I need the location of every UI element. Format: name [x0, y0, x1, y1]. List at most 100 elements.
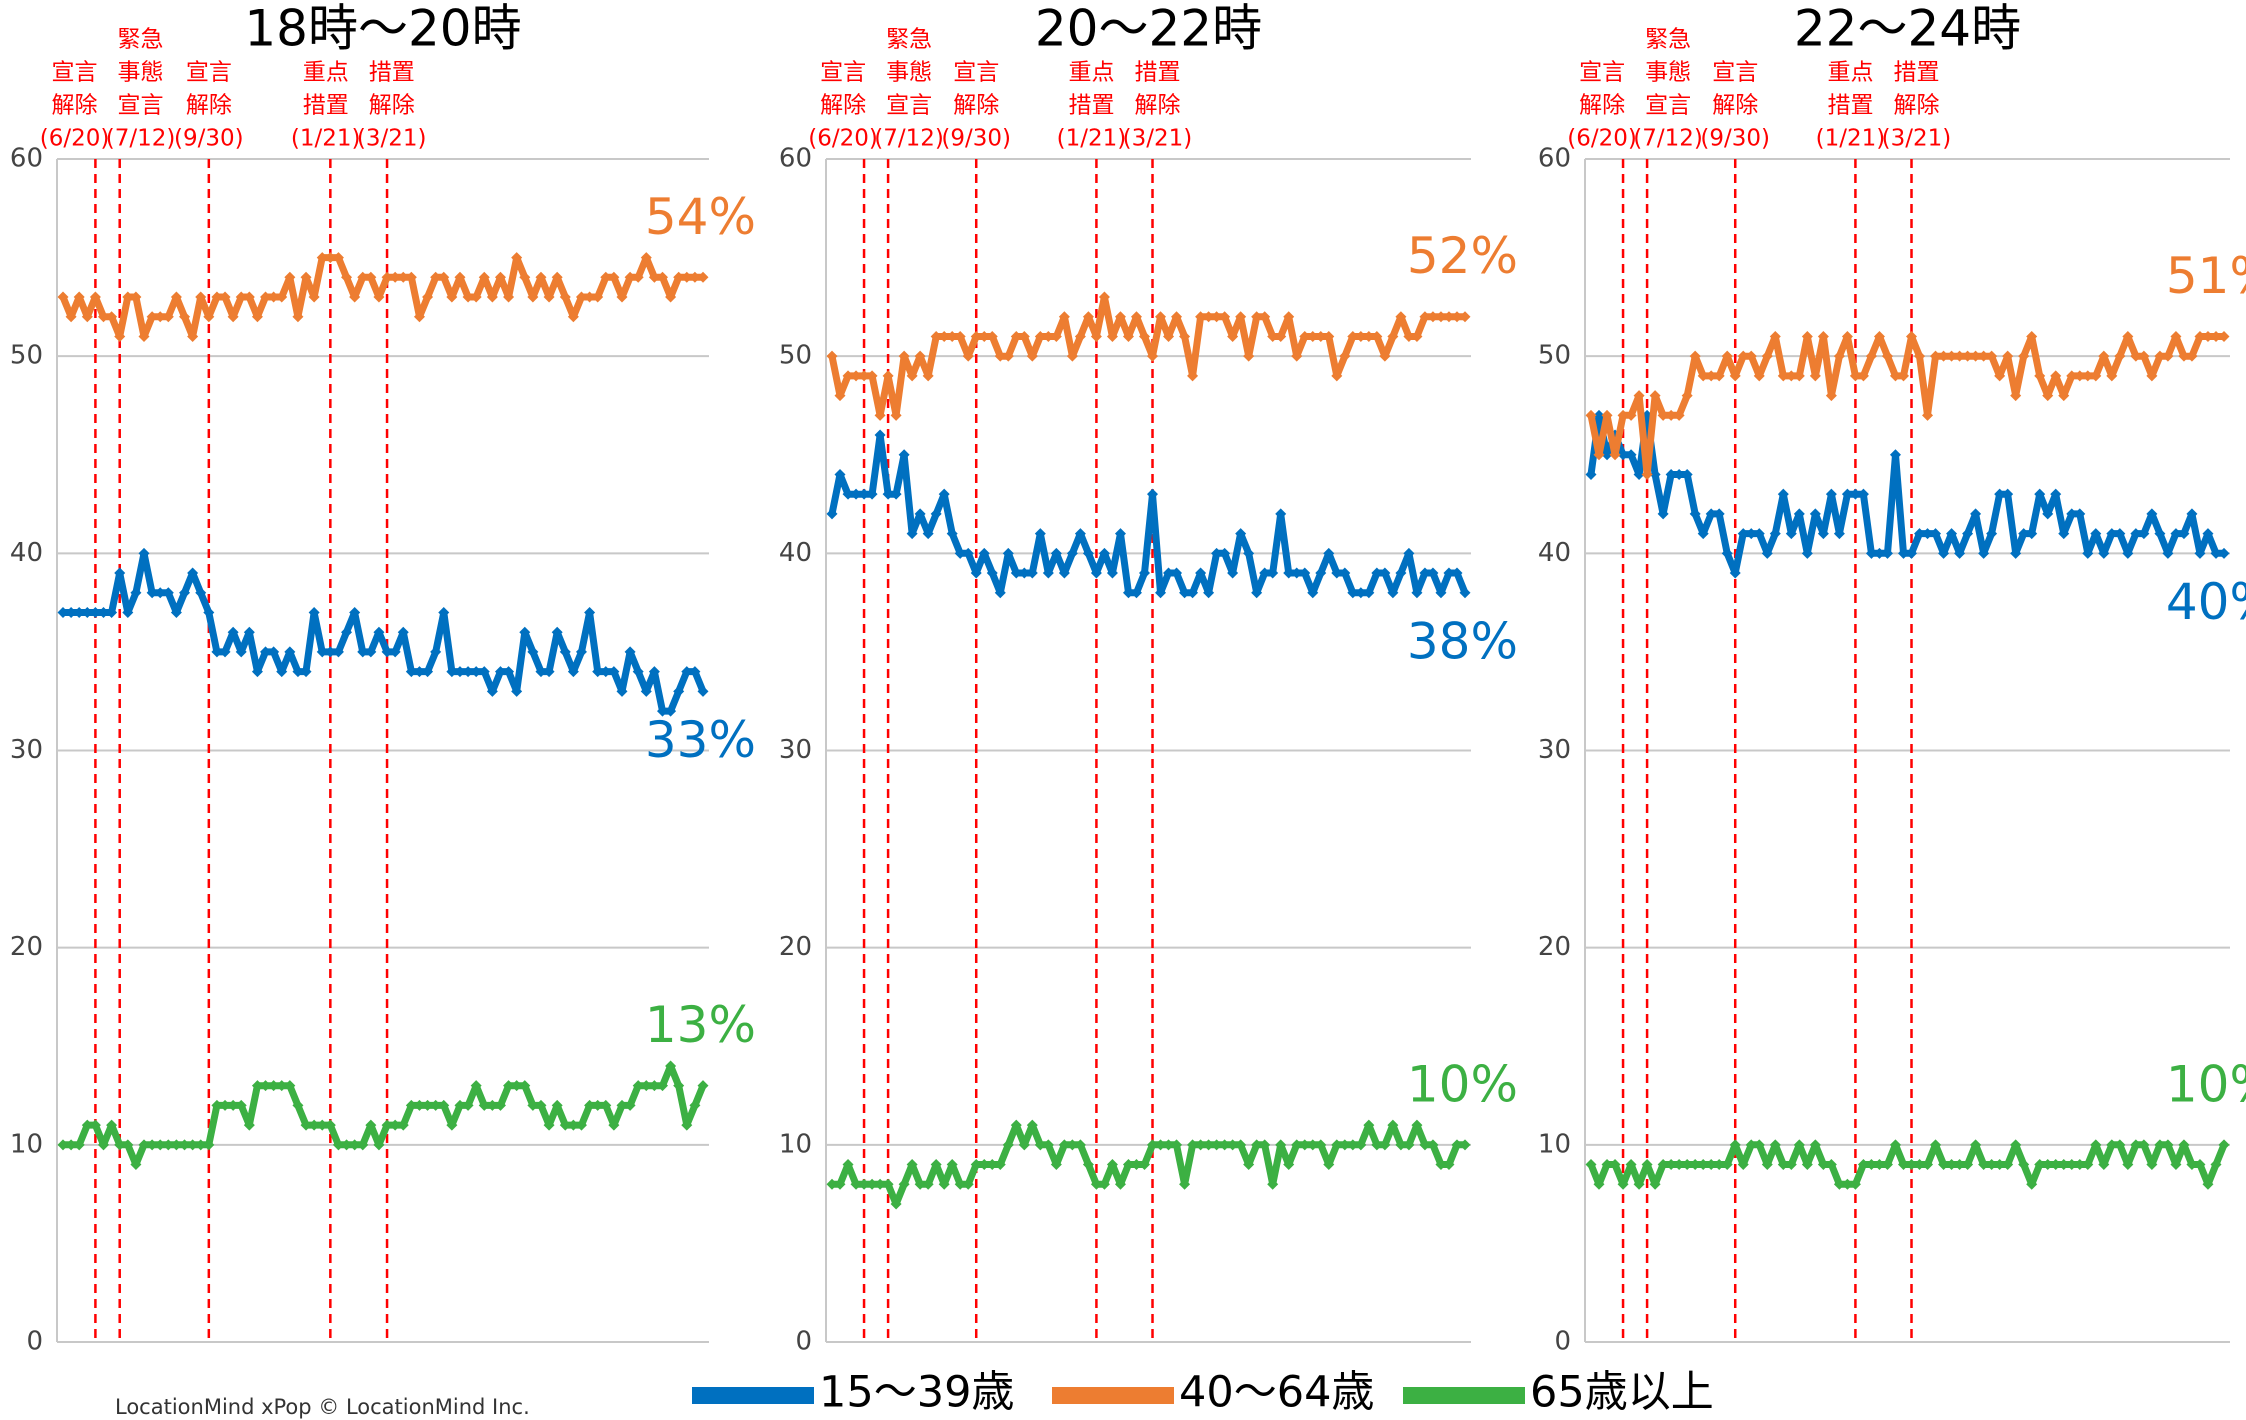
- point: [970, 1159, 982, 1171]
- point: [2098, 1159, 2110, 1171]
- point: [616, 685, 628, 697]
- point: [850, 370, 862, 382]
- point: [2122, 1159, 2134, 1171]
- point: [946, 528, 958, 540]
- point: [1219, 1139, 1231, 1151]
- point: [1729, 567, 1741, 579]
- point: [551, 1099, 563, 1111]
- point: [1585, 1159, 1597, 1171]
- point: [276, 666, 288, 678]
- point: [2130, 350, 2142, 362]
- point: [898, 449, 910, 461]
- point: [1211, 311, 1223, 323]
- point: [624, 1099, 636, 1111]
- point: [1130, 587, 1142, 599]
- point: [1881, 547, 1893, 559]
- point: [697, 271, 709, 283]
- event-label: 措置: [1893, 60, 1939, 86]
- point: [648, 666, 660, 678]
- point: [365, 646, 377, 658]
- point: [665, 1060, 677, 1072]
- point: [138, 547, 150, 559]
- point: [511, 252, 523, 264]
- point: [1299, 330, 1311, 342]
- point: [1777, 1159, 1789, 1171]
- point: [1785, 370, 1797, 382]
- point: [365, 271, 377, 283]
- point: [1147, 1139, 1159, 1151]
- event-label: (9/30): [941, 126, 1011, 152]
- point: [187, 1139, 199, 1151]
- point: [946, 1159, 958, 1171]
- point: [1906, 330, 1918, 342]
- end-label: 10%: [1407, 1055, 1518, 1113]
- point: [1331, 1139, 1343, 1151]
- point: [1066, 547, 1078, 559]
- point: [1291, 350, 1303, 362]
- point: [1922, 1159, 1934, 1171]
- point: [349, 1139, 361, 1151]
- point: [2122, 330, 2134, 342]
- point: [413, 1099, 425, 1111]
- point: [251, 311, 263, 323]
- point: [527, 1099, 539, 1111]
- point: [316, 1119, 328, 1131]
- point: [1617, 1178, 1629, 1190]
- point: [422, 1099, 434, 1111]
- point: [1451, 1139, 1463, 1151]
- point: [1002, 547, 1014, 559]
- point: [584, 1099, 596, 1111]
- point: [1339, 567, 1351, 579]
- point: [1106, 330, 1118, 342]
- point: [1946, 350, 1958, 362]
- point: [430, 271, 442, 283]
- point: [1697, 370, 1709, 382]
- point: [600, 666, 612, 678]
- point: [656, 1080, 668, 1092]
- point: [243, 626, 255, 638]
- point: [1395, 311, 1407, 323]
- point: [1873, 547, 1885, 559]
- point: [1163, 330, 1175, 342]
- point: [2162, 547, 2174, 559]
- point: [1379, 567, 1391, 579]
- y-tick-label: 30: [10, 735, 43, 765]
- point: [179, 587, 191, 599]
- point: [1978, 1159, 1990, 1171]
- point: [1339, 350, 1351, 362]
- point: [130, 1159, 142, 1171]
- point: [454, 1099, 466, 1111]
- y-tick-label: 10: [1538, 1129, 1571, 1159]
- point: [1187, 1139, 1199, 1151]
- point: [1395, 1139, 1407, 1151]
- point: [195, 1139, 207, 1151]
- point: [1681, 468, 1693, 480]
- point: [970, 330, 982, 342]
- point: [1857, 370, 1869, 382]
- point: [154, 311, 166, 323]
- y-tick-label: 0: [1554, 1327, 1571, 1357]
- point: [486, 1099, 498, 1111]
- point: [1745, 528, 1757, 540]
- point: [446, 666, 458, 678]
- point: [219, 646, 231, 658]
- point: [227, 311, 239, 323]
- point: [349, 606, 361, 618]
- point: [850, 1178, 862, 1190]
- series-line: [828, 431, 1469, 597]
- point: [1042, 567, 1054, 579]
- point: [478, 666, 490, 678]
- point: [1793, 508, 1805, 520]
- point: [1865, 1159, 1877, 1171]
- point: [1235, 311, 1247, 323]
- event-label: (3/21): [1123, 126, 1193, 152]
- point: [2010, 390, 2022, 402]
- point: [2210, 330, 2222, 342]
- point: [575, 1119, 587, 1131]
- event-label: 宣言: [186, 60, 232, 86]
- event-label: (7/12): [1633, 126, 1703, 152]
- point: [219, 291, 231, 303]
- point: [2194, 330, 2206, 342]
- point: [922, 528, 934, 540]
- point: [2146, 508, 2158, 520]
